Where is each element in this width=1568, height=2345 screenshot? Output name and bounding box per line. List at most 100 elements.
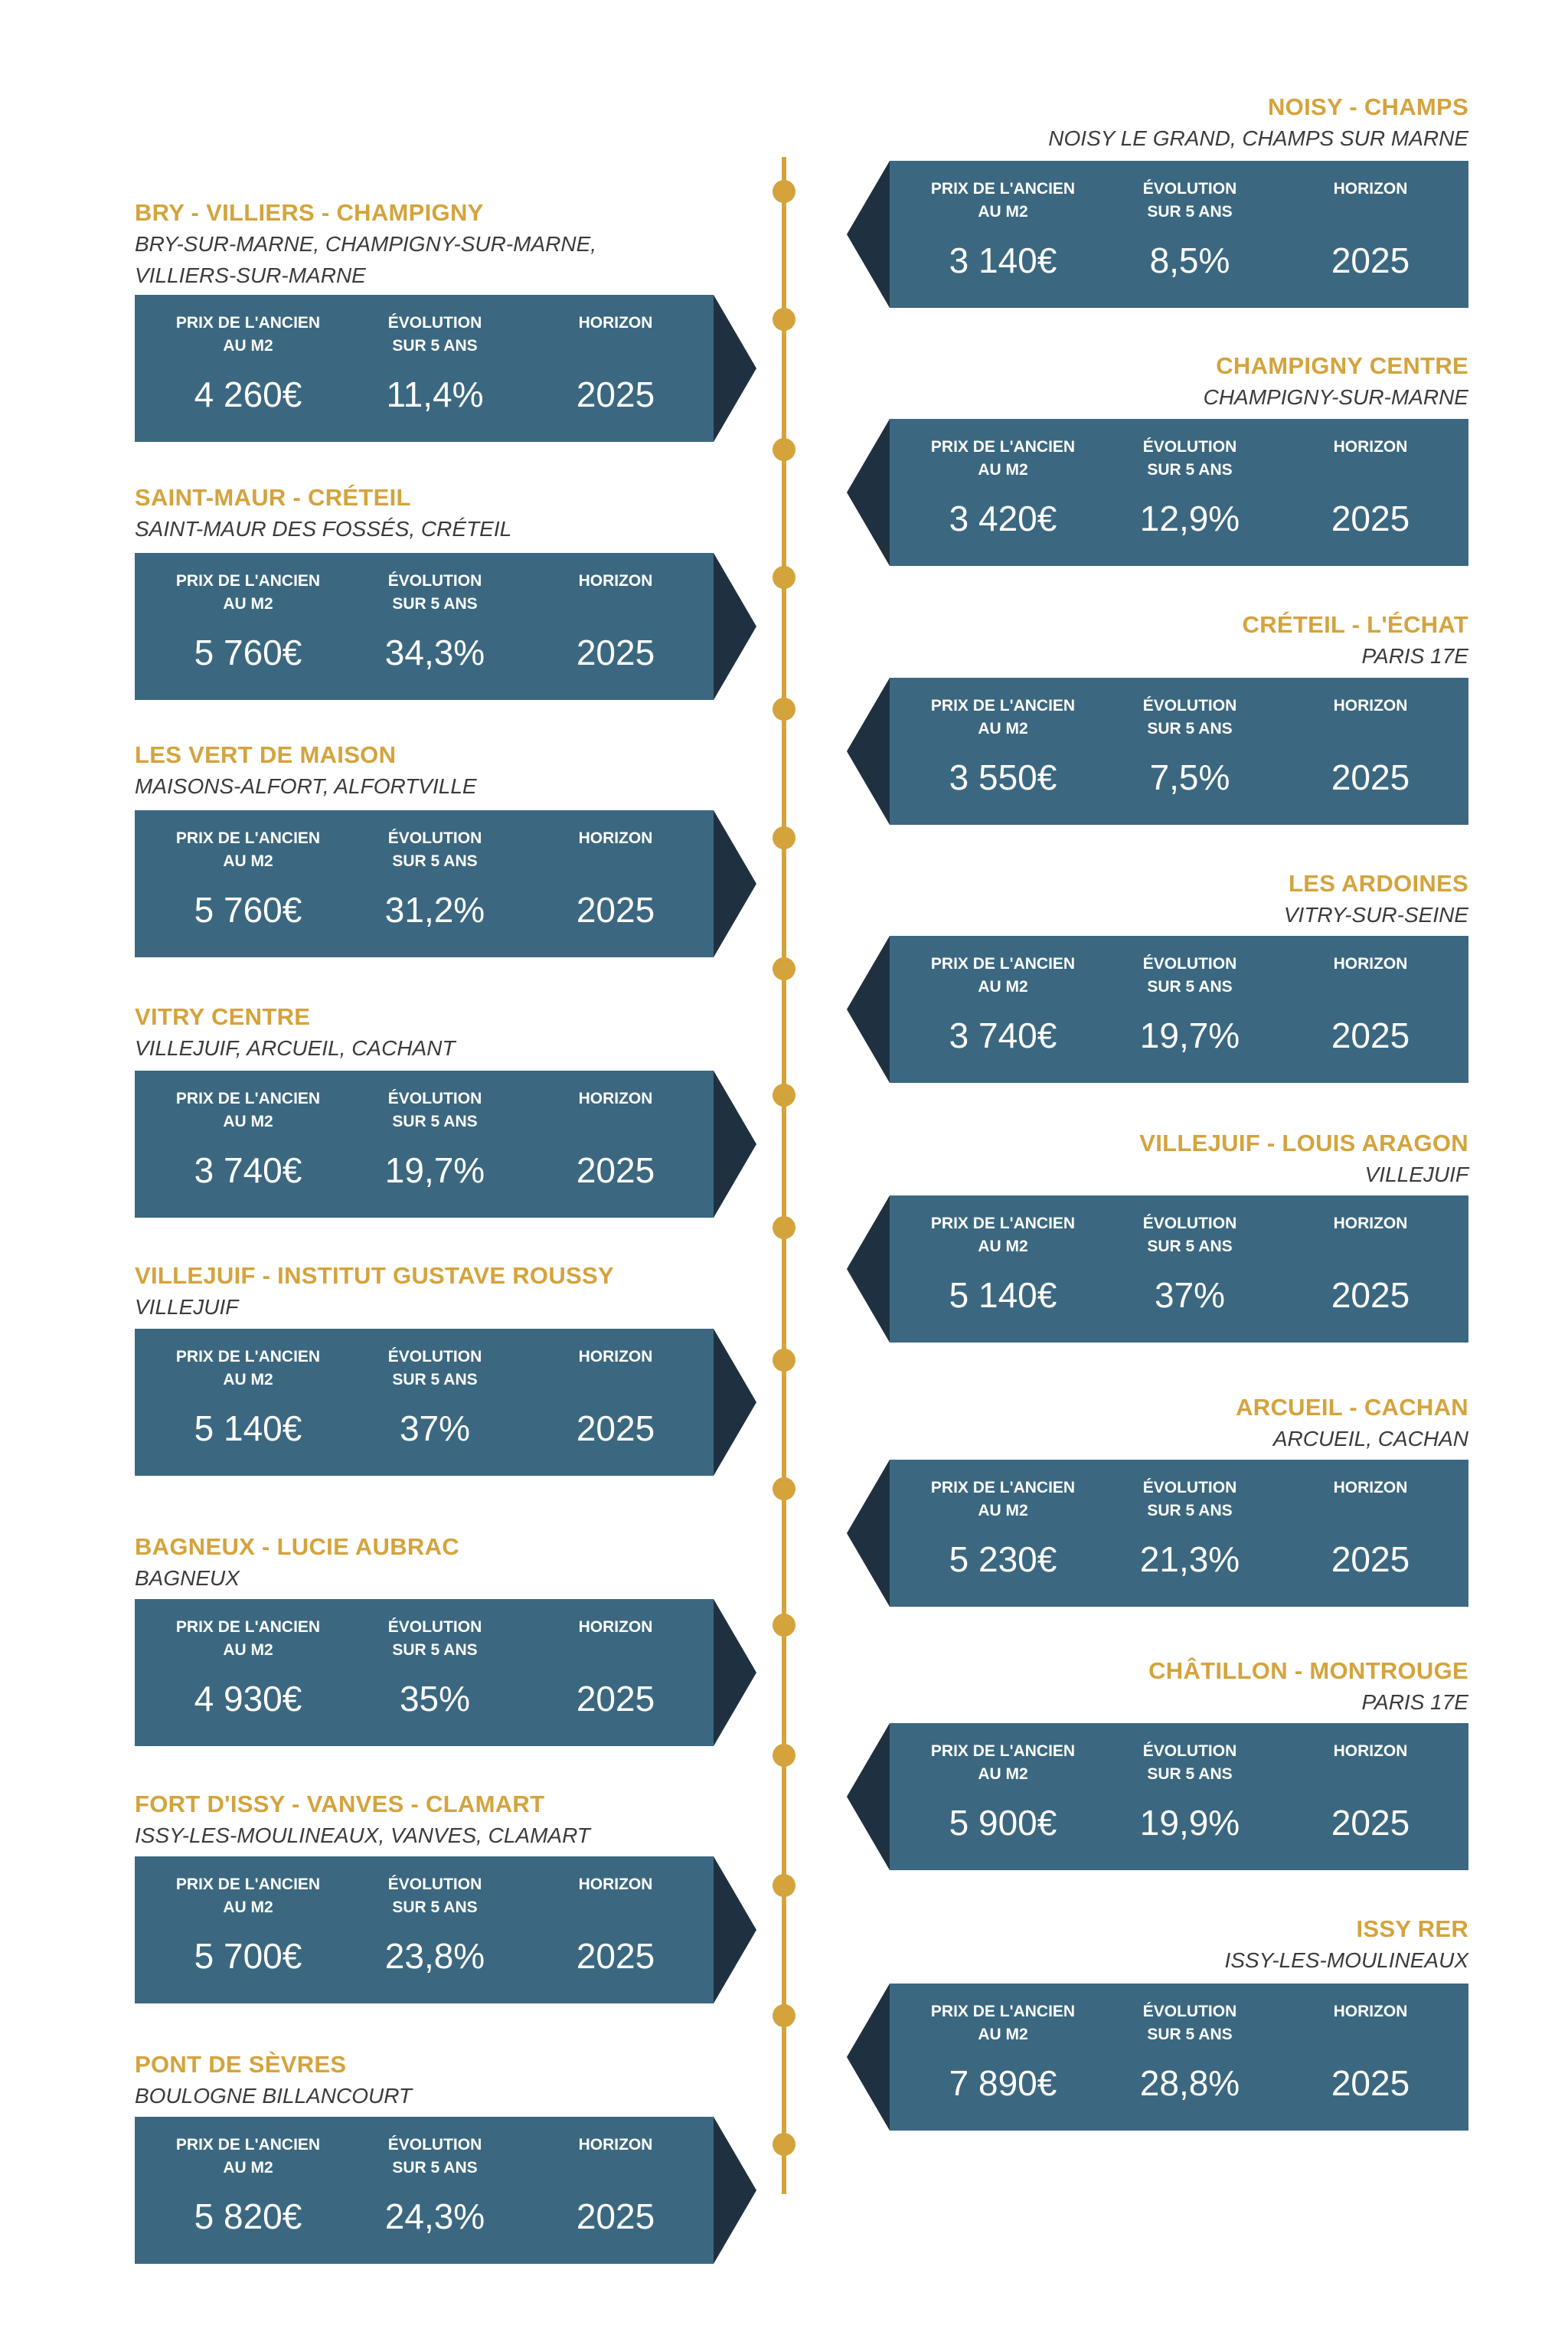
station-entry-right: LES ARDOINES VITRY-SUR-SEINE PRIX DE L'ANC…	[847, 868, 1468, 1083]
timeline-dot	[773, 566, 795, 589]
timeline-dot	[773, 1744, 795, 1767]
horizon-label: HORIZON	[1333, 697, 1408, 715]
price-value: 3 420€	[949, 499, 1057, 538]
arrow-left-icon	[847, 419, 890, 566]
horizon-label: HORIZON	[1333, 438, 1408, 456]
price-label: PRIX DE L'ANCIEN AU M2	[175, 829, 321, 870]
station-title: BRY - VILLIERS - CHAMPIGNY	[135, 199, 484, 226]
horizon-label: HORIZON	[578, 2136, 653, 2154]
horizon-value: 2025	[1331, 2063, 1410, 2103]
evolution-label: ÉVOLUTION SUR 5 ANS	[1142, 2003, 1237, 2043]
arrow-right-icon	[714, 1599, 756, 1746]
timeline-dot	[773, 826, 795, 849]
station-subtitle: SAINT-MAUR DES FOSSÉS, CRÉTEIL	[135, 517, 512, 541]
arrow-left-icon	[847, 161, 890, 308]
arrow-right-icon	[714, 1071, 756, 1218]
horizon-value: 2025	[1331, 499, 1410, 538]
price-card: PRIX DE L'ANCIEN AU M2 5 140€ ÉVOLUTION SUR …	[847, 1195, 1468, 1343]
price-label: PRIX DE L'ANCIEN AU M2	[175, 572, 321, 613]
evolution-label: ÉVOLUTION SUR 5 ANS	[387, 1090, 482, 1130]
evolution-label: ÉVOLUTION SUR 5 ANS	[387, 1876, 482, 1916]
station-entry-left: SAINT-MAUR - CRÉTEIL SAINT-MAUR DES FOSSÉ…	[135, 482, 756, 700]
evolution-value: 37%	[1154, 1275, 1226, 1315]
evolution-value: 7,5%	[1149, 757, 1230, 797]
station-subtitle: VILLEJUIF	[1364, 1163, 1468, 1186]
price-value: 5 900€	[949, 1803, 1057, 1843]
station-subtitle: BRY-SUR-MARNE, CHAMPIGNY-SUR-MARNE, VILL…	[135, 232, 597, 287]
evolution-label: ÉVOLUTION SUR 5 ANS	[1142, 1215, 1237, 1255]
station-subtitle: BOULOGNE BILLANCOURT	[135, 2084, 413, 2108]
horizon-label: HORIZON	[1333, 2003, 1408, 2020]
arrow-left-icon	[847, 678, 890, 825]
price-label: PRIX DE L'ANCIEN AU M2	[930, 1215, 1076, 1255]
station-title: BAGNEUX - LUCIE AUBRAC	[135, 1533, 459, 1560]
arrow-left-icon	[847, 1460, 890, 1607]
price-card: PRIX DE L'ANCIEN AU M2 5 700€ ÉVOLUTION SUR …	[135, 1856, 756, 2003]
station-subtitle: BAGNEUX	[135, 1566, 240, 1590]
horizon-value: 2025	[576, 1408, 655, 1448]
price-label: PRIX DE L'ANCIEN AU M2	[930, 1479, 1076, 1519]
price-label: PRIX DE L'ANCIEN AU M2	[175, 1876, 321, 1916]
evolution-label: ÉVOLUTION SUR 5 ANS	[1142, 438, 1237, 479]
station-title: LES VERT DE MAISON	[135, 741, 397, 768]
price-label: PRIX DE L'ANCIEN AU M2	[930, 438, 1076, 479]
evolution-label: ÉVOLUTION SUR 5 ANS	[387, 829, 482, 870]
horizon-value: 2025	[576, 2196, 655, 2236]
price-card: PRIX DE L'ANCIEN AU M2 3 140€ ÉVOLUTION SUR …	[847, 161, 1468, 308]
price-label: PRIX DE L'ANCIEN AU M2	[175, 1618, 321, 1659]
station-subtitle: VILLEJUIF, ARCUEIL, CACHANT	[135, 1036, 456, 1060]
evolution-value: 19,9%	[1139, 1803, 1240, 1843]
horizon-label: HORIZON	[578, 1090, 653, 1107]
price-card: PRIX DE L'ANCIEN AU M2 5 140€ ÉVOLUTION SUR …	[135, 1329, 756, 1476]
station-entry-right: NOISY - CHAMPS NOISY LE GRAND, CHAMPS SUR…	[847, 92, 1468, 308]
evolution-label: ÉVOLUTION SUR 5 ANS	[387, 572, 482, 613]
arrow-right-icon	[714, 810, 756, 957]
horizon-label: HORIZON	[578, 1618, 653, 1636]
evolution-label: ÉVOLUTION SUR 5 ANS	[1142, 180, 1237, 221]
station-title: CRÉTEIL - L'ÉCHAT	[1242, 611, 1468, 638]
horizon-label: HORIZON	[578, 829, 653, 847]
station-subtitle: VILLEJUIF	[135, 1295, 239, 1319]
evolution-label: ÉVOLUTION SUR 5 ANS	[1142, 697, 1237, 738]
price-value: 4 260€	[194, 374, 302, 414]
arrow-right-icon	[714, 1329, 756, 1476]
station-title: ARCUEIL - CACHAN	[1236, 1394, 1468, 1421]
price-value: 5 700€	[194, 1936, 302, 1976]
horizon-value: 2025	[576, 374, 655, 414]
price-value: 3 140€	[949, 240, 1057, 280]
price-card: PRIX DE L'ANCIEN AU M2 3 550€ ÉVOLUTION SUR …	[847, 678, 1468, 825]
station-entry-right: CHAMPIGNY CENTRE CHAMPIGNY-SUR-MARNE PRIX …	[847, 351, 1468, 566]
timeline-dot	[773, 2004, 795, 2027]
price-value: 3 740€	[194, 1150, 302, 1190]
station-title: VITRY CENTRE	[135, 1003, 311, 1030]
price-label: PRIX DE L'ANCIEN AU M2	[930, 955, 1076, 996]
arrow-left-icon	[847, 936, 890, 1083]
station-title: NOISY - CHAMPS	[1268, 93, 1468, 120]
evolution-label: ÉVOLUTION SUR 5 ANS	[1142, 955, 1237, 996]
price-label: PRIX DE L'ANCIEN AU M2	[175, 1348, 321, 1388]
evolution-label: ÉVOLUTION SUR 5 ANS	[387, 314, 482, 355]
price-card: PRIX DE L'ANCIEN AU M2 5 820€ ÉVOLUTION SUR …	[135, 2117, 756, 2264]
horizon-value: 2025	[1331, 1016, 1410, 1055]
price-card: PRIX DE L'ANCIEN AU M2 5 230€ ÉVOLUTION SUR …	[847, 1460, 1468, 1607]
horizon-label: HORIZON	[1333, 180, 1408, 198]
arrow-left-icon	[847, 1984, 890, 2131]
price-card: PRIX DE L'ANCIEN AU M2 5 760€ ÉVOLUTION SUR …	[135, 810, 756, 957]
horizon-label: HORIZON	[578, 1348, 653, 1365]
timeline-dot	[773, 1216, 795, 1239]
price-value: 7 890€	[949, 2063, 1057, 2103]
station-subtitle: MAISONS-ALFORT, ALFORTVILLE	[135, 774, 477, 798]
station-entry-left: FORT D'ISSY - VANVES - CLAMART ISSY-LES-M…	[135, 1789, 756, 2003]
evolution-value: 12,9%	[1139, 499, 1240, 538]
price-card: PRIX DE L'ANCIEN AU M2 3 740€ ÉVOLUTION SUR …	[135, 1071, 756, 1218]
timeline-dot	[773, 1084, 795, 1107]
station-entry-right: ARCUEIL - CACHAN ARCUEIL, CACHAN PRIX DE L…	[847, 1392, 1468, 1607]
station-entry-left: BRY - VILLIERS - CHAMPIGNY BRY-SUR-MARNE,…	[135, 198, 756, 442]
price-value: 3 550€	[949, 757, 1057, 797]
evolution-value: 23,8%	[384, 1936, 485, 1976]
evolution-label: ÉVOLUTION SUR 5 ANS	[1142, 1479, 1237, 1519]
price-card: PRIX DE L'ANCIEN AU M2 4 260€ ÉVOLUTION SUR …	[135, 295, 756, 442]
timeline-dot	[773, 1477, 795, 1500]
horizon-label: HORIZON	[578, 1876, 653, 1893]
